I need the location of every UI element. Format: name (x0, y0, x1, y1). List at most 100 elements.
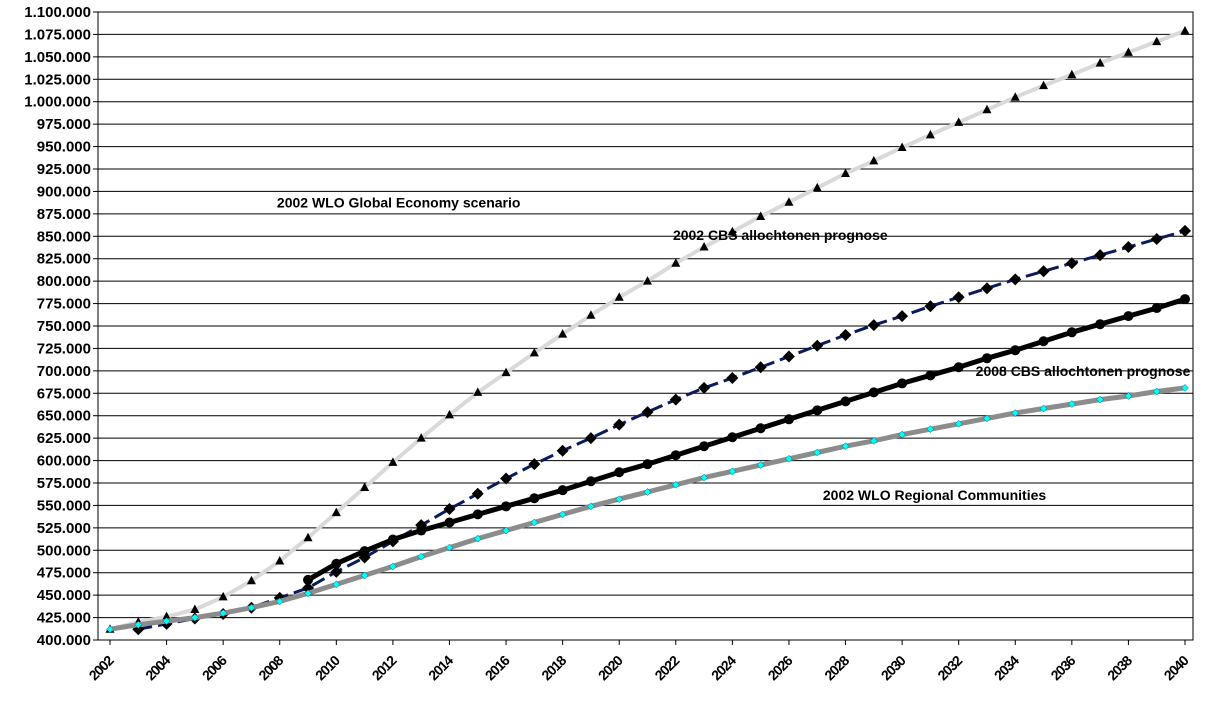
data-point (558, 510, 567, 519)
series-annotation: 2002 WLO Regional Communities (823, 487, 1046, 503)
data-point (982, 104, 992, 114)
data-point (897, 378, 908, 389)
data-point (980, 282, 993, 295)
data-point (1152, 387, 1161, 396)
axis-layer: 400.000 425.000 450.000 475.000 500.000 525.0… (24, 4, 1192, 683)
x-tick-label: 2036 (1047, 652, 1078, 683)
data-point (756, 461, 765, 469)
data-point (641, 406, 654, 419)
y-tick-label: 475.000 (37, 565, 91, 582)
data-point (1151, 303, 1162, 314)
data-point (162, 617, 171, 626)
data-point (1180, 294, 1190, 305)
data-point (443, 503, 456, 516)
x-tick-label: 2002 (86, 652, 117, 683)
data-point (924, 300, 937, 313)
data-point (190, 604, 200, 613)
y-tick-label: 600.000 (37, 453, 91, 470)
data-point (558, 329, 568, 338)
x-tick-label: 2040 (1161, 652, 1192, 683)
data-point (416, 525, 427, 536)
grid-layer (97, 11, 1194, 641)
data-point (643, 488, 652, 496)
data-point (867, 319, 880, 332)
data-point (926, 425, 935, 434)
data-point (331, 558, 342, 569)
y-tick-label: 550.000 (37, 497, 91, 514)
data-point (360, 571, 369, 580)
data-point (388, 457, 398, 466)
x-tick-label: 2004 (142, 652, 173, 683)
y-tick-label: 950.000 (37, 139, 91, 156)
data-point (727, 226, 737, 236)
data-point (275, 556, 285, 565)
data-point (784, 197, 794, 206)
data-point (698, 381, 711, 394)
data-point (1122, 241, 1135, 254)
y-tick-label: 825.000 (37, 251, 91, 268)
x-tick-label: 2014 (425, 652, 456, 683)
data-point (614, 292, 624, 301)
data-point (841, 168, 851, 177)
data-point (841, 442, 850, 451)
x-tick-label: 2024 (708, 652, 739, 683)
data-point (416, 433, 426, 442)
data-point (1095, 58, 1105, 67)
data-point (925, 129, 935, 139)
data-point (387, 534, 398, 545)
y-tick-label: 975.000 (37, 116, 91, 133)
data-point (417, 552, 426, 561)
data-point (1180, 25, 1190, 35)
data-point (811, 339, 824, 352)
x-tick-label: 2034 (991, 652, 1022, 683)
data-point (643, 276, 652, 285)
y-tick-label: 450.000 (37, 587, 91, 604)
data-point (218, 591, 228, 601)
data-point (191, 613, 199, 622)
data-point (304, 589, 312, 598)
y-tick-label: 425.000 (37, 610, 91, 627)
data-point (898, 430, 906, 439)
data-point (669, 393, 682, 406)
data-point (953, 362, 964, 373)
x-tick-label: 2018 (538, 652, 569, 683)
series-layer (105, 25, 1191, 636)
data-point (134, 620, 143, 629)
data-point (1066, 327, 1077, 338)
y-tick-label: 725.000 (37, 340, 91, 357)
data-point (699, 242, 709, 251)
data-point (1039, 80, 1049, 90)
data-point (1038, 336, 1049, 347)
data-point (1150, 232, 1163, 245)
x-tick-label: 2008 (255, 652, 286, 683)
data-point (529, 347, 539, 357)
data-point (303, 532, 313, 542)
data-point (106, 625, 114, 634)
data-point (1096, 395, 1104, 404)
annotation-layer: 2002 WLO Global Economy scenario 2002 CBS… (277, 195, 1191, 503)
data-point (472, 509, 483, 520)
data-point (162, 611, 172, 621)
data-point (502, 526, 510, 535)
data-point (247, 603, 256, 612)
data-point (1181, 384, 1189, 392)
data-point (1152, 36, 1162, 46)
data-point (813, 448, 822, 457)
data-point (359, 546, 370, 557)
x-tick-label: 2038 (1104, 652, 1135, 683)
data-point (556, 444, 569, 457)
data-point (981, 353, 992, 364)
data-point (1124, 392, 1133, 400)
y-tick-label: 525.000 (37, 520, 91, 537)
data-point (501, 367, 511, 377)
data-point (728, 467, 737, 476)
data-point (840, 396, 851, 407)
data-point (868, 387, 879, 398)
y-tick-label: 1.000.000 (24, 94, 91, 111)
data-point (754, 361, 767, 374)
data-point (700, 473, 708, 482)
data-point (1067, 400, 1076, 408)
x-tick-label: 2010 (312, 652, 343, 683)
data-point (614, 467, 625, 478)
y-tick-label: 750.000 (37, 318, 91, 335)
